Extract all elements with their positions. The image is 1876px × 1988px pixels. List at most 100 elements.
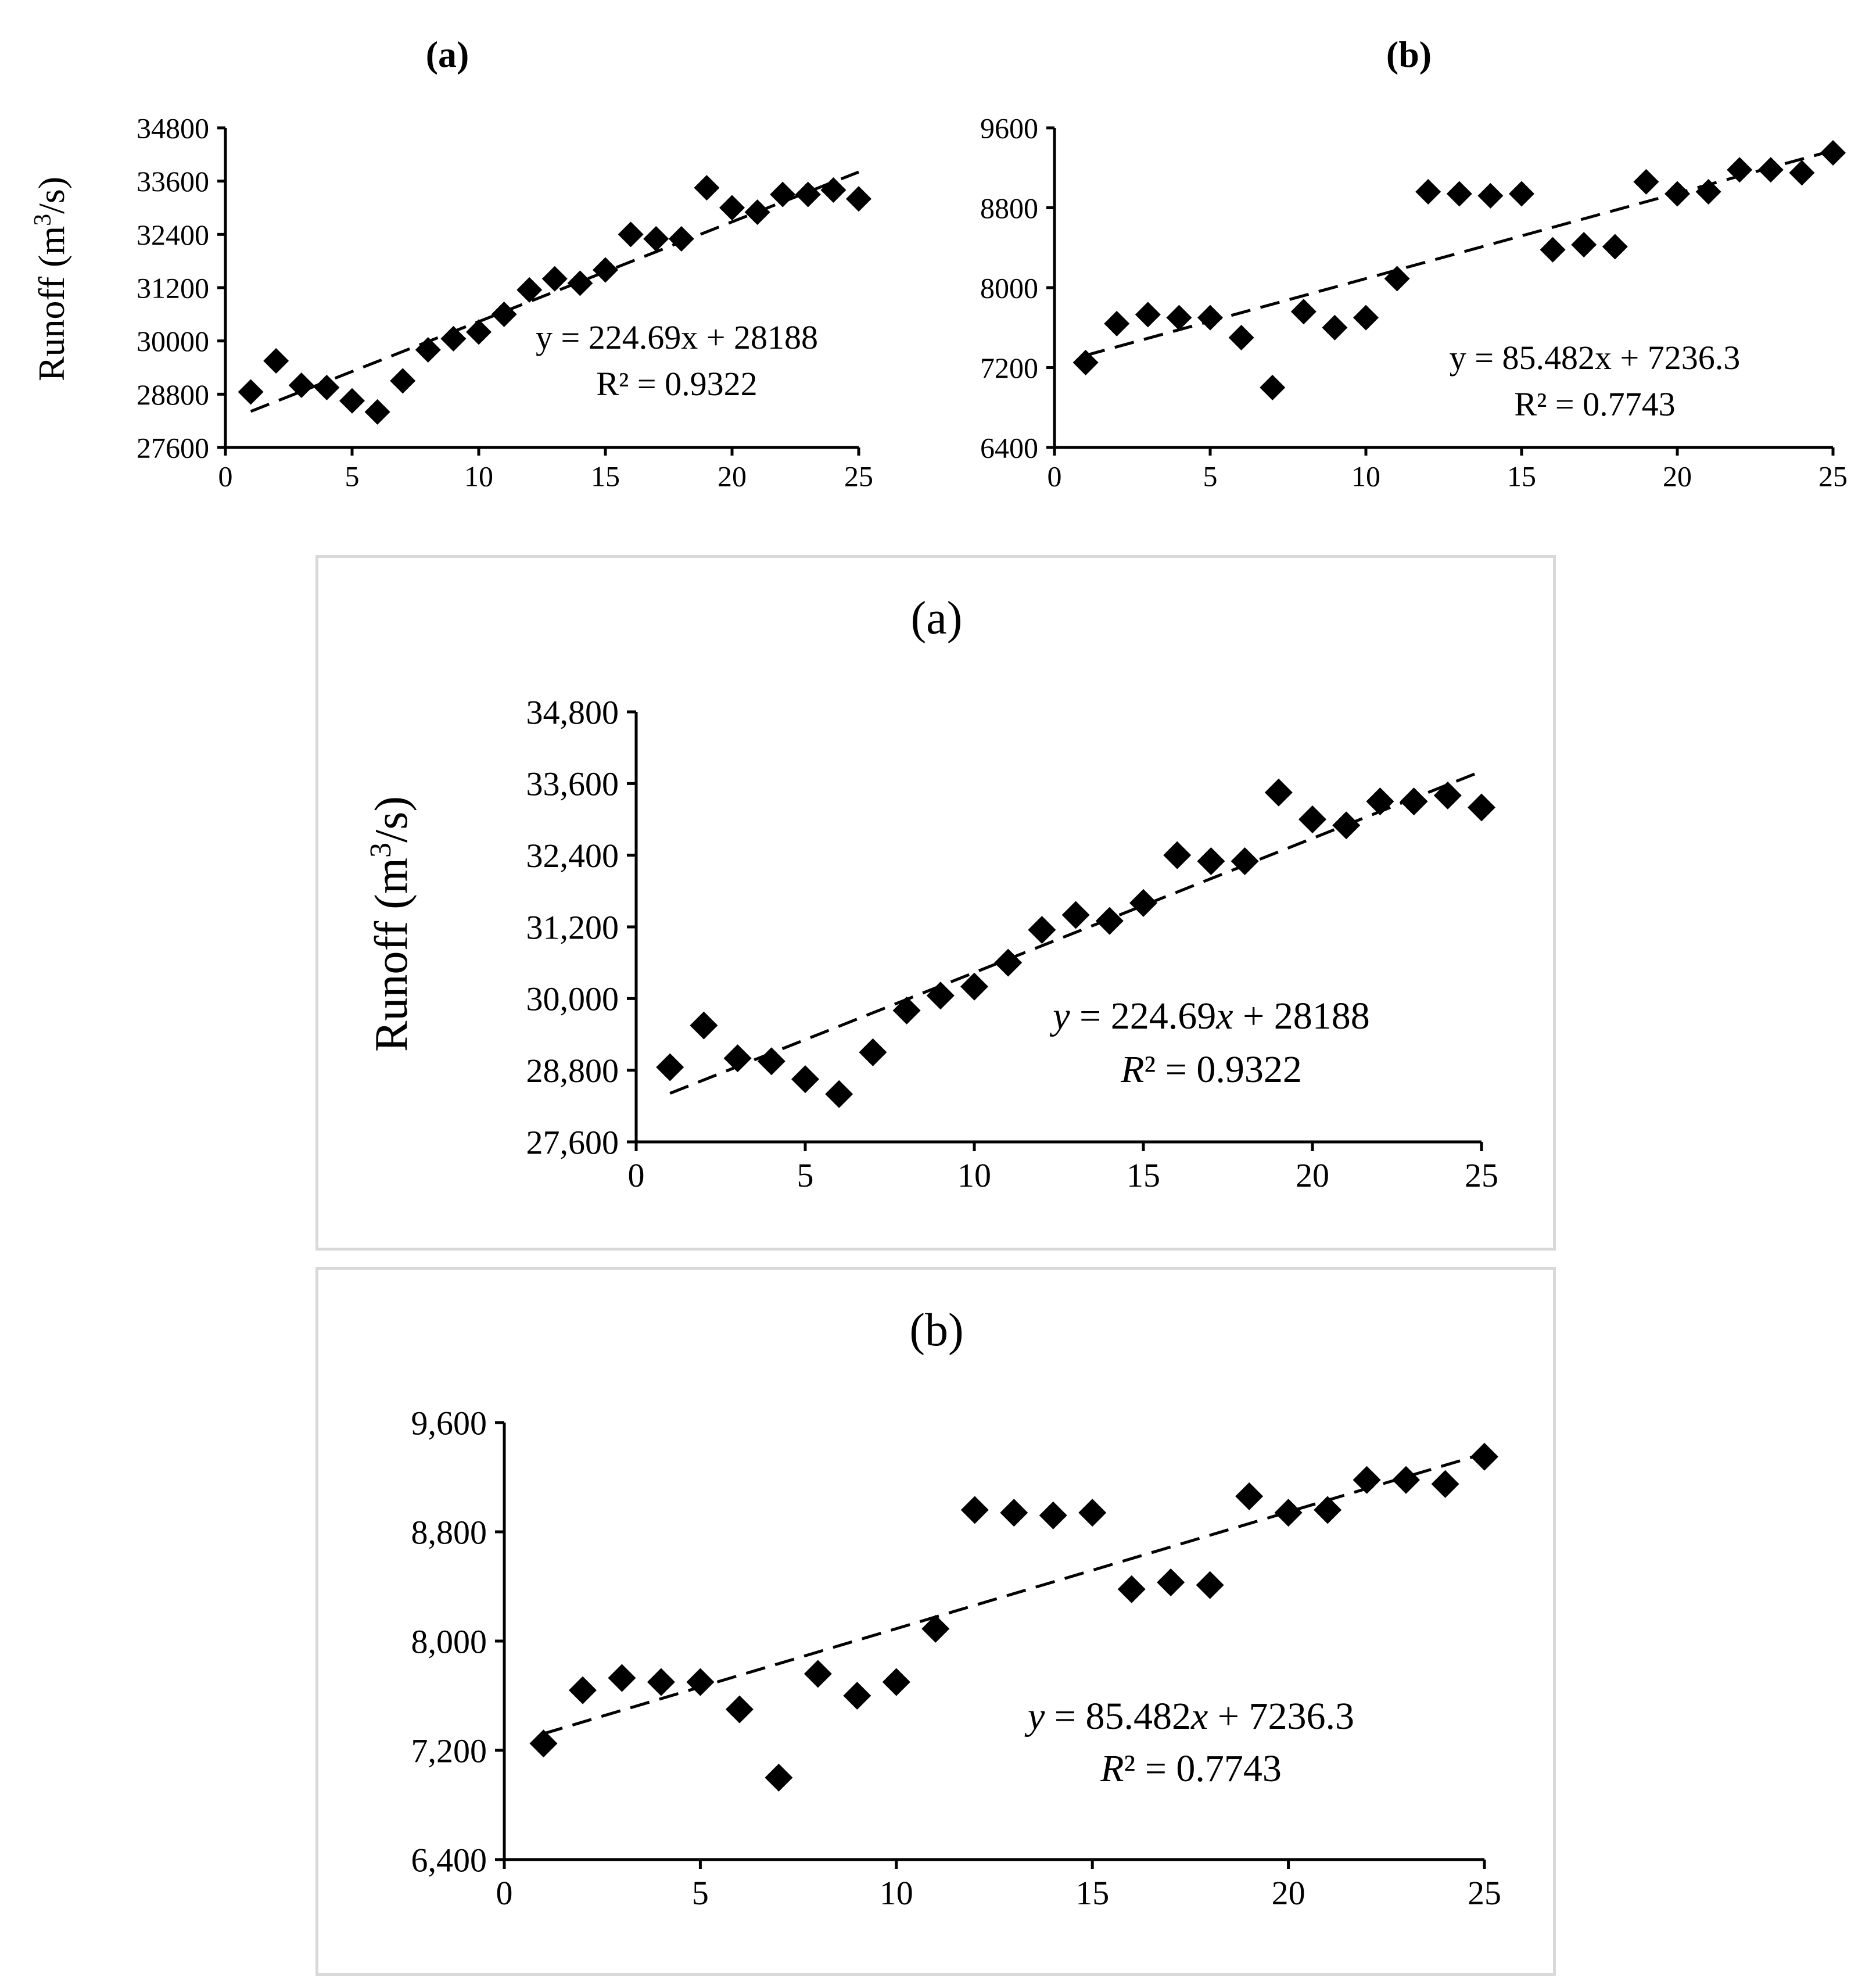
- x-tick-label: 5: [797, 1156, 814, 1194]
- data-point: [1196, 1571, 1224, 1599]
- chart-bot-b: (b) 6,400 7,200 8,000 8,800 9,600 0 5 10 15 20 25 y …: [411, 1305, 1502, 1912]
- y-tick-label: 8,000: [411, 1622, 487, 1660]
- data-point: [686, 1668, 715, 1696]
- data-point: [1695, 179, 1721, 205]
- data-point: [1470, 1442, 1498, 1471]
- data-point: [1166, 305, 1192, 331]
- data-point: [288, 372, 314, 399]
- r-squared-label: R² = 0.9322: [1120, 1048, 1302, 1091]
- data-point: [1509, 181, 1534, 207]
- data-point: [1264, 778, 1293, 807]
- data-point: [1431, 1470, 1459, 1498]
- data-point: [1290, 299, 1317, 325]
- y-tick-label: 28,800: [526, 1052, 619, 1090]
- y-tick-label: 33600: [137, 165, 209, 198]
- data-point: [825, 1080, 853, 1108]
- data-point: [364, 399, 390, 425]
- y-tick-label: 8000: [980, 272, 1038, 305]
- data-point: [960, 972, 988, 1001]
- data-point: [859, 1038, 887, 1066]
- data-point: [608, 1664, 636, 1692]
- y-tick-label: 7200: [980, 352, 1038, 384]
- data-point: [723, 1044, 752, 1073]
- x-tick-label: 0: [1048, 460, 1062, 493]
- data-point: [466, 319, 492, 345]
- data-point: [643, 225, 669, 252]
- x-tick-label: 20: [1663, 460, 1692, 493]
- data-point: [1353, 305, 1379, 331]
- data-point: [1415, 179, 1441, 205]
- chart-title: (a): [426, 34, 469, 75]
- data-point: [1078, 1499, 1107, 1527]
- data-point: [1468, 793, 1495, 822]
- data-point: [1061, 901, 1090, 929]
- trendline-equation: y = 85.482x + 7236.3: [1450, 339, 1740, 377]
- data-point: [656, 1053, 684, 1081]
- data-point: [960, 1496, 989, 1524]
- data-point: [846, 186, 871, 212]
- data-point: [1314, 1496, 1342, 1524]
- trendline-equation: y = 224.69x + 28188: [1049, 995, 1370, 1037]
- x-tick-label: 20: [1272, 1874, 1305, 1912]
- y-tick-label: 32400: [137, 218, 209, 251]
- data-point: [415, 336, 441, 363]
- data-point: [1332, 811, 1361, 840]
- data-point: [1400, 787, 1428, 816]
- r-squared-label: R² = 0.7743: [1100, 1747, 1282, 1790]
- data-point: [1353, 1466, 1381, 1494]
- data-point: [1129, 889, 1157, 917]
- x-tick-label: 5: [692, 1874, 709, 1912]
- data-point: [1235, 1482, 1264, 1510]
- data-point: [1117, 1575, 1146, 1603]
- data-point: [314, 374, 340, 400]
- data-point: [390, 368, 416, 394]
- x-tick-label: 0: [628, 1156, 645, 1194]
- data-point: [882, 1668, 910, 1696]
- data-point: [1789, 160, 1815, 186]
- chart-title: (b): [909, 1305, 963, 1356]
- y-tick-label: 32,400: [526, 837, 619, 875]
- y-tick-label: 27600: [137, 432, 209, 464]
- y-axis-label: Runoff (m3/s): [30, 177, 72, 381]
- x-tick-label: 0: [496, 1874, 513, 1912]
- y-tick-label: 9600: [980, 112, 1038, 145]
- x-tick-label: 15: [1507, 460, 1536, 493]
- data-point: [843, 1682, 871, 1710]
- data-point: [921, 1614, 950, 1643]
- trendline: [250, 170, 859, 413]
- data-point: [647, 1668, 675, 1696]
- y-tick-label: 8800: [980, 192, 1038, 224]
- data-point: [238, 379, 264, 405]
- data-point: [1095, 907, 1124, 935]
- data-point: [1260, 374, 1286, 400]
- data-point: [1665, 181, 1690, 207]
- y-tick-label: 31200: [137, 272, 209, 305]
- x-tick-label: 15: [1127, 1156, 1160, 1194]
- x-tick-label: 0: [218, 460, 233, 493]
- data-point: [725, 1695, 754, 1724]
- data-point: [1299, 805, 1326, 833]
- data-point: [744, 199, 770, 225]
- data-point: [1228, 324, 1254, 350]
- data-point: [795, 181, 821, 207]
- y-tick-label: 34,800: [526, 693, 619, 731]
- trendline-equation: y = 85.482x + 7236.3: [1024, 1695, 1354, 1738]
- data-point: [668, 225, 694, 252]
- data-point: [1197, 305, 1223, 331]
- data-point: [1039, 1501, 1067, 1529]
- x-tick-label: 15: [591, 460, 620, 493]
- chart-mid-a: (a) 27,600 28,800 30,000 31,200 32,400 33,600 3…: [364, 593, 1499, 1194]
- y-tick-label: 7,200: [411, 1732, 487, 1770]
- data-point: [1633, 169, 1659, 195]
- data-point: [618, 221, 644, 248]
- y-tick-label: 30,000: [526, 980, 619, 1018]
- data-point: [820, 177, 846, 203]
- data-point: [568, 1676, 597, 1704]
- data-point: [1820, 139, 1846, 166]
- data-point: [757, 1047, 785, 1076]
- data-point: [1135, 302, 1161, 328]
- x-tick-label: 20: [718, 460, 747, 493]
- data-point: [541, 266, 568, 292]
- data-point: [1231, 847, 1259, 875]
